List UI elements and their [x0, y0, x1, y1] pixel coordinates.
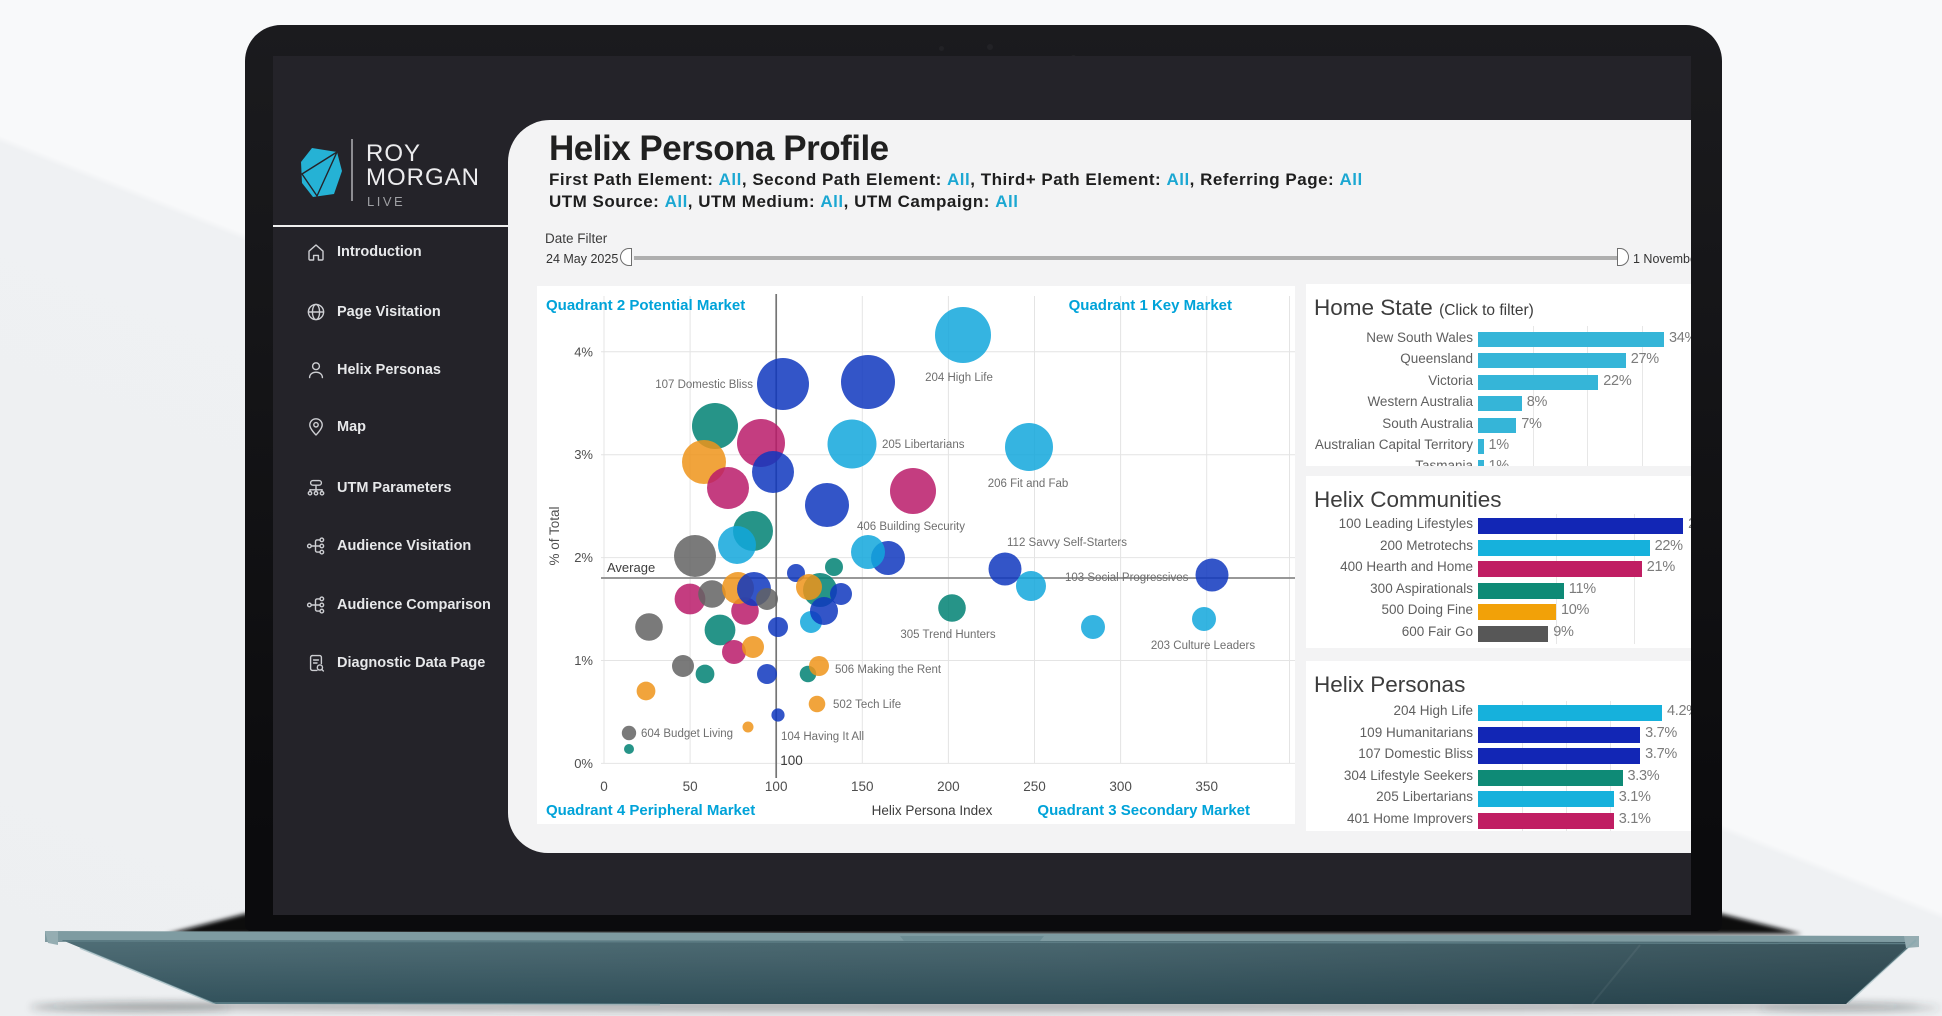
svg-text:200: 200 [937, 779, 960, 794]
svg-text:350: 350 [1195, 779, 1218, 794]
svg-text:104 Having It All: 104 Having It All [781, 731, 864, 743]
svg-text:206 Fit and Fab: 206 Fit and Fab [988, 478, 1069, 490]
svg-text:406 Building Security: 406 Building Security [857, 521, 965, 533]
svg-text:506 Making the Rent: 506 Making the Rent [835, 664, 942, 676]
svg-text:Helix Persona Index: Helix Persona Index [872, 803, 993, 818]
svg-text:100: 100 [765, 779, 788, 794]
svg-text:0: 0 [600, 779, 608, 794]
svg-text:4%: 4% [574, 344, 593, 359]
svg-text:203 Culture Leaders: 203 Culture Leaders [1151, 640, 1255, 652]
svg-text:150: 150 [851, 779, 874, 794]
svg-text:Average: Average [607, 560, 655, 575]
svg-text:2%: 2% [574, 550, 593, 565]
svg-text:604 Budget Living: 604 Budget Living [641, 728, 733, 740]
svg-text:250: 250 [1023, 779, 1046, 794]
svg-text:50: 50 [683, 779, 698, 794]
svg-text:502 Tech Life: 502 Tech Life [833, 699, 901, 711]
svg-text:112 Savvy Self-Starters: 112 Savvy Self-Starters [1007, 537, 1127, 549]
svg-text:Quadrant 2 Potential Market: Quadrant 2 Potential Market [546, 297, 745, 314]
svg-text:Quadrant 4 Peripheral Market: Quadrant 4 Peripheral Market [546, 802, 755, 819]
svg-text:103 Social Progressives: 103 Social Progressives [1065, 572, 1189, 584]
svg-text:107 Domestic Bliss: 107 Domestic Bliss [655, 379, 753, 391]
svg-text:% of Total: % of Total [547, 506, 562, 565]
svg-text:0%: 0% [574, 756, 593, 771]
svg-text:305 Trend Hunters: 305 Trend Hunters [900, 629, 996, 641]
svg-text:300: 300 [1109, 779, 1132, 794]
svg-text:1%: 1% [574, 653, 593, 668]
svg-text:Quadrant 1 Key Market: Quadrant 1 Key Market [1069, 297, 1232, 314]
svg-text:204 High Life: 204 High Life [925, 372, 993, 384]
svg-text:100: 100 [780, 753, 803, 768]
svg-text:3%: 3% [574, 447, 593, 462]
svg-text:Quadrant 3 Secondary Market: Quadrant 3 Secondary Market [1037, 802, 1250, 819]
svg-text:205 Libertarians: 205 Libertarians [882, 439, 965, 451]
